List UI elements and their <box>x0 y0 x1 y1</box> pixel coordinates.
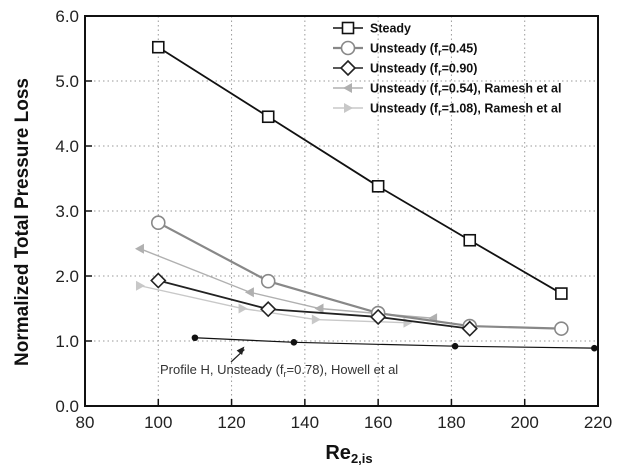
legend-entry-2: Unsteady (fr=0.45) <box>333 40 477 58</box>
legend-label-pre: Unsteady (f <box>370 82 439 96</box>
point-diamond <box>370 308 387 326</box>
annotation-arrowhead <box>236 346 245 355</box>
point-triangle-right <box>135 280 145 291</box>
series-4 <box>134 243 438 324</box>
legend-label-sub: r <box>438 48 442 58</box>
legend-entry-5: Unsteady (fr=1.08), Ramesh et al <box>333 102 561 118</box>
point-square <box>151 40 165 54</box>
point-diamond <box>461 320 478 337</box>
point-dot <box>451 342 459 350</box>
legend-label: Unsteady (fr=0.54), Ramesh et al <box>370 82 561 98</box>
legend-entry-3: Unsteady (fr=0.90) <box>333 59 477 78</box>
x-axis-title: Re2,is <box>325 442 372 466</box>
point-triangle-left <box>134 243 144 254</box>
point-dot <box>591 344 598 352</box>
point-triangle-left <box>244 287 254 298</box>
annotation-text-sub: r <box>284 369 287 379</box>
x-axis-title-main: Re <box>325 442 351 464</box>
point-triangle-left <box>343 83 352 93</box>
point-square <box>463 233 477 247</box>
x-tick-label: 220 <box>584 413 612 432</box>
series-layer <box>134 40 598 352</box>
point-circle <box>554 321 569 336</box>
legend-label-pre: Unsteady (f <box>370 62 439 76</box>
y-tick-label: 3.0 <box>55 202 79 221</box>
point-dot <box>290 339 298 346</box>
y-tick-label: 4.0 <box>55 137 79 156</box>
x-tick-label: 140 <box>291 413 319 432</box>
point-diamond <box>339 59 357 77</box>
point-circle <box>150 215 166 230</box>
annotation-text: Profile H, Unsteady (fr=0.78), Howell et… <box>160 362 398 379</box>
point-triangle-right <box>344 103 353 113</box>
point-circle <box>260 273 276 289</box>
annotation: Profile H, Unsteady (fr=0.78), Howell et… <box>160 346 398 379</box>
legend-label: Unsteady (fr=0.90) <box>370 62 477 78</box>
legend-label-sub: r <box>438 88 442 98</box>
annotation-text-pre: Profile H, Unsteady (f <box>160 362 284 377</box>
y-tick-label: 2.0 <box>55 267 79 286</box>
series-3 <box>150 272 478 337</box>
point-triangle-right <box>238 303 248 314</box>
series-5 <box>135 280 413 328</box>
legend-label-sub: r <box>438 68 442 78</box>
point-triangle-right <box>311 314 321 325</box>
point-triangle-left <box>314 303 324 314</box>
y-tick-label: 0.0 <box>55 397 79 416</box>
legend-label: Steady <box>370 22 411 36</box>
point-square <box>555 287 568 300</box>
series-line <box>139 248 434 319</box>
legend-label: Unsteady (fr=1.08), Ramesh et al <box>370 102 561 118</box>
y-tick-label: 6.0 <box>55 7 79 26</box>
legend-label-pre: Steady <box>370 22 411 36</box>
annotation-text-post: =0.78), Howell et al <box>287 362 399 377</box>
y-axis-title: Normalized Total Pressure Loss <box>12 78 33 366</box>
x-tick-label: 80 <box>76 413 95 432</box>
point-triangle-right <box>403 317 413 328</box>
point-dot <box>191 334 199 342</box>
series-line <box>158 279 470 330</box>
y-tick-label: 5.0 <box>55 72 79 91</box>
x-tick-label: 120 <box>217 413 245 432</box>
legend-label-pre: Unsteady (f <box>370 102 439 116</box>
x-tick-label: 100 <box>144 413 172 432</box>
x-axis-title-sub: 2,is <box>351 451 373 466</box>
point-diamond <box>260 301 277 318</box>
legend-label-post: =0.90) <box>442 62 478 76</box>
x-tick-label: 200 <box>511 413 539 432</box>
legend-label-sub: r <box>438 108 442 118</box>
legend-entry-1: Steady <box>333 22 411 36</box>
legend-label: Unsteady (fr=0.45) <box>370 42 477 58</box>
axis-ticks: 80 100 120 140 160 180 200 220 0.0 1.0 2.0 3.0 4.0 5.… <box>55 7 612 432</box>
legend-label-pre: Unsteady (f <box>370 42 439 56</box>
point-square <box>341 21 355 35</box>
series-1 <box>151 40 568 300</box>
y-tick-label: 1.0 <box>55 332 79 351</box>
legend-label-post: =0.54), Ramesh et al <box>442 82 562 96</box>
x-tick-label: 180 <box>437 413 465 432</box>
point-square <box>371 180 385 193</box>
series-6 <box>191 334 598 352</box>
series-line <box>139 285 408 324</box>
point-diamond <box>150 272 167 289</box>
grid <box>85 16 598 406</box>
legend-label-post: =1.08), Ramesh et al <box>442 102 562 116</box>
legend-entry-4: Unsteady (fr=0.54), Ramesh et al <box>333 82 561 98</box>
point-square <box>261 110 275 124</box>
legend-label-post: =0.45) <box>442 42 478 56</box>
x-tick-label: 160 <box>364 413 392 432</box>
point-circle <box>340 40 356 56</box>
series-line <box>194 337 595 349</box>
